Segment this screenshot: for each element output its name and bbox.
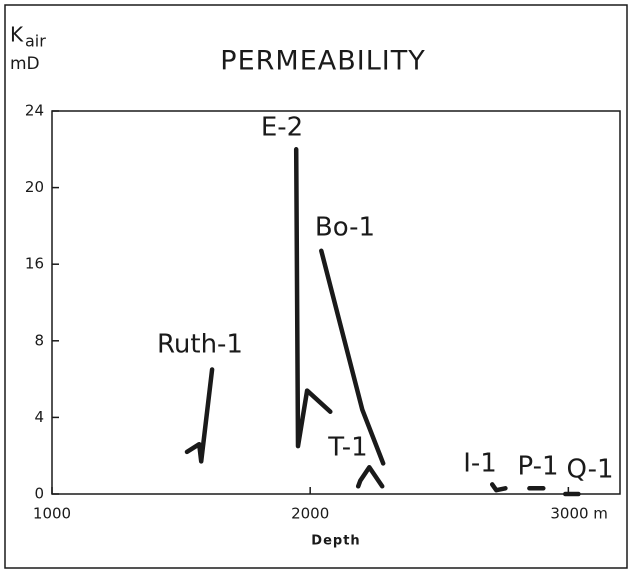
- y-tick-label: 24: [25, 102, 44, 120]
- x-tick-label: 3000 m: [550, 505, 608, 523]
- x-tick-label: 1000: [33, 505, 71, 523]
- y-tick-label: 20: [25, 178, 44, 196]
- well-line: [355, 464, 385, 489]
- series-label: T-1: [327, 433, 367, 463]
- series-label: Q-1: [566, 455, 613, 485]
- plot-box: [51, 110, 621, 495]
- well-line: [489, 482, 508, 493]
- series-label: E-2: [261, 113, 303, 143]
- y-axis-symbol: K: [10, 23, 24, 47]
- y-axis-subscript: air: [25, 32, 46, 51]
- well-line: [319, 248, 386, 466]
- series-label: Ruth-1: [157, 330, 243, 360]
- x-tick-label: 2000: [291, 505, 329, 523]
- well-line: [184, 367, 215, 464]
- series-label: I-1: [463, 449, 497, 479]
- y-tick-label: 4: [34, 408, 44, 426]
- frame: [4, 4, 628, 569]
- series-label: Bo-1: [315, 213, 375, 243]
- y-tick-label: 8: [34, 331, 44, 349]
- y-axis-unit: mD: [10, 54, 40, 74]
- well-line: [293, 147, 333, 449]
- series-label: P-1: [517, 452, 558, 482]
- y-tick-label: 0: [34, 485, 44, 503]
- x-axis-label: Depth: [311, 534, 360, 549]
- y-tick-label: 16: [25, 255, 44, 273]
- chart-title: PERMEABILITY: [220, 46, 425, 77]
